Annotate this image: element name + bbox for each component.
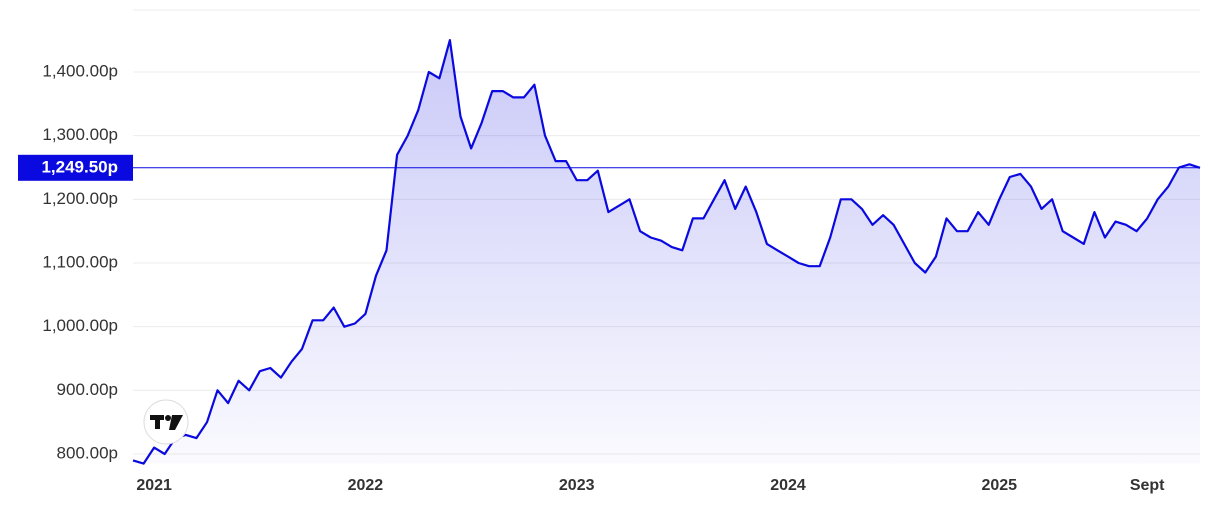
- tradingview-logo: [143, 399, 189, 445]
- y-tick-label: 800.00p: [57, 443, 118, 462]
- y-tick-label: 900.00p: [57, 380, 118, 399]
- x-tick-label: 2023: [559, 477, 595, 494]
- last-price-label: 1,249.50p: [41, 157, 118, 176]
- x-tick-label: Sept: [1130, 477, 1165, 494]
- y-tick-label: 1,400.00p: [42, 61, 118, 80]
- x-tick-label: 2021: [136, 477, 172, 494]
- last-price-badge: [18, 154, 133, 181]
- x-tick-label: 2024: [770, 477, 806, 494]
- y-tick-label: 1,000.00p: [42, 316, 118, 335]
- y-tick-label: 1,300.00p: [42, 125, 118, 144]
- x-tick-label: 2025: [981, 477, 1017, 494]
- area-fill: [133, 40, 1200, 464]
- x-tick-label: 2022: [348, 477, 384, 494]
- price-line: [132, 39, 1201, 465]
- y-tick-label: 1,200.00p: [42, 189, 118, 208]
- y-tick-label: 1,100.00p: [42, 252, 118, 271]
